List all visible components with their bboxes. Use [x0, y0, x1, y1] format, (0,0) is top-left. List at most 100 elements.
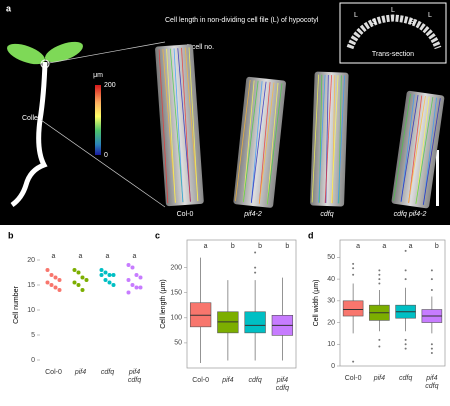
hypocotyl	[310, 71, 349, 207]
y-tick-label: 30	[327, 298, 335, 305]
annotation: 1 cell no.	[186, 44, 214, 51]
x-tick-label: cdfq	[101, 369, 114, 376]
y-tick-label: 200	[170, 264, 182, 271]
data-point	[126, 278, 131, 282]
y-tick-label: 100	[170, 315, 182, 322]
hypocotyl-image	[233, 76, 286, 208]
data-point	[45, 280, 50, 285]
data-point	[76, 270, 81, 275]
x-tick-label: pif4	[373, 375, 385, 382]
data-point	[130, 265, 135, 270]
significance-letter: a	[409, 243, 413, 250]
x-tick-label: Col-0	[45, 369, 62, 376]
cell-file	[400, 94, 415, 202]
significance-letter: a	[204, 243, 208, 250]
data-point	[103, 270, 108, 275]
panel-label: a	[6, 3, 12, 13]
cell-file	[422, 98, 441, 205]
inset-caption: Trans-section	[372, 51, 414, 58]
data-point	[111, 273, 116, 277]
y-tick-label: 50	[327, 254, 335, 261]
data-point	[103, 278, 108, 282]
panel-title: Cell length in non-dividing cell file (L…	[165, 17, 319, 24]
callout-line	[40, 119, 166, 208]
outlier	[378, 269, 381, 272]
scale-bar	[436, 150, 439, 206]
x-tick-label: cdfq	[399, 375, 412, 382]
data-point	[134, 285, 139, 290]
cell-file	[162, 49, 176, 203]
box	[189, 302, 212, 328]
outlier	[378, 338, 381, 341]
data-point	[138, 285, 143, 290]
outlier	[378, 345, 381, 348]
data-point	[49, 273, 54, 277]
cell-file	[266, 82, 279, 205]
outlier	[404, 343, 407, 346]
data-point	[134, 273, 139, 277]
outlier	[404, 278, 407, 281]
outlier	[404, 269, 407, 272]
outlier	[404, 338, 407, 341]
cell-file	[188, 47, 199, 202]
cell-file	[415, 96, 430, 204]
cell-file	[158, 49, 169, 204]
cell-file	[166, 48, 176, 203]
colorbar	[95, 85, 101, 155]
significance-letter: b	[231, 243, 235, 250]
colorbar-tick: 200	[104, 82, 116, 89]
y-tick-label: 5	[31, 332, 35, 339]
y-axis-label: Cell number	[13, 285, 20, 323]
y-axis-label: Cell length (μm)	[160, 279, 167, 329]
genotype-label: cdfq	[320, 211, 333, 218]
x-tick-label: cdfq	[249, 377, 262, 384]
outlier	[430, 288, 433, 291]
cell-file	[331, 75, 339, 204]
data-point	[130, 283, 135, 287]
plot-frame	[186, 239, 297, 369]
outlier	[352, 360, 355, 363]
data-point	[138, 275, 143, 280]
panel-label: c	[155, 230, 160, 240]
outlier	[254, 251, 257, 254]
y-tick-label: 0	[31, 357, 35, 364]
significance-letter: b	[435, 243, 439, 250]
layer-label: L	[354, 12, 358, 19]
cell-file	[250, 81, 267, 203]
data-point	[57, 278, 62, 282]
significance-letter: a	[79, 253, 83, 260]
y-axis-label: Cell width (μm)	[313, 280, 320, 327]
genotype-label: pif4-2	[243, 211, 262, 218]
data-point	[99, 268, 104, 272]
cell-file	[235, 79, 251, 202]
cell-file	[177, 48, 191, 202]
significance-letter: a	[52, 253, 56, 260]
cell-file	[173, 48, 184, 203]
cotyledon	[7, 43, 45, 65]
data-point	[107, 280, 112, 285]
cell-file	[393, 93, 411, 201]
panel-label: b	[8, 230, 14, 240]
significance-letter: a	[356, 243, 360, 250]
hypocotyl-image	[155, 44, 204, 207]
layer-label: S	[410, 19, 415, 26]
x-tick-label: pif4 cdfq	[276, 377, 289, 392]
cell-file	[181, 47, 191, 202]
genotype-label: cdfq pif4-2	[394, 211, 427, 218]
genotype-label: Col-0	[177, 211, 194, 218]
significance-letter: a	[106, 253, 110, 260]
outlier	[430, 347, 433, 350]
plot-frame	[339, 239, 446, 367]
significance-letter: b	[258, 243, 262, 250]
data-point	[84, 278, 89, 282]
outlier	[430, 343, 433, 346]
significance-letter: b	[285, 243, 289, 250]
data-point	[111, 283, 116, 287]
hypocotyl	[155, 44, 204, 207]
outlier	[352, 273, 355, 276]
y-tick-label: 50	[174, 340, 182, 347]
layer-label: L	[391, 7, 395, 14]
cell-file	[250, 81, 263, 203]
